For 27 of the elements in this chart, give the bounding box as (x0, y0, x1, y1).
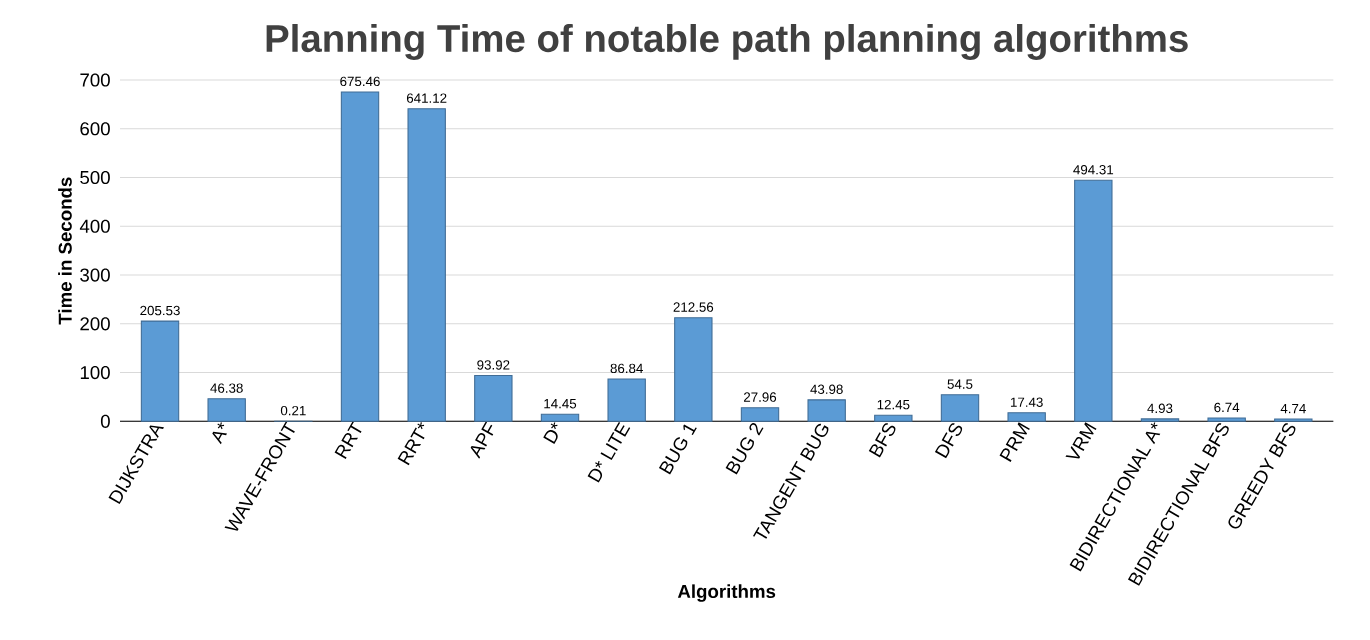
x-tick-label: D* (543, 422, 558, 444)
y-tick-label: 400 (79, 219, 110, 233)
y-tick-label: 200 (80, 317, 110, 331)
y-tick-label: 700 (80, 73, 110, 87)
bar (474, 374, 513, 422)
x-tick-label: A* (212, 422, 227, 445)
bar (340, 91, 380, 422)
y-tick-label: 0 (100, 414, 110, 428)
bar (674, 317, 713, 422)
chart-title: Planning Time of notable path planning algorithms (266, 23, 1188, 60)
y-tick-label: 300 (80, 268, 110, 282)
y-tick-label: 600 (80, 122, 110, 136)
bar (140, 320, 180, 422)
bar (540, 413, 580, 422)
y-axis-title: Time in Seconds (58, 177, 72, 325)
bar (1074, 179, 1113, 422)
bar (407, 108, 446, 422)
bar (807, 399, 846, 422)
bar (874, 414, 913, 422)
bar (607, 378, 646, 422)
x-axis-title: Algorithms (677, 584, 776, 602)
bar (740, 407, 780, 422)
bar (207, 398, 246, 422)
bar (1007, 412, 1046, 422)
y-tick-label: 100 (80, 365, 110, 380)
bar (940, 394, 980, 422)
y-tick-label: 500 (80, 170, 110, 185)
